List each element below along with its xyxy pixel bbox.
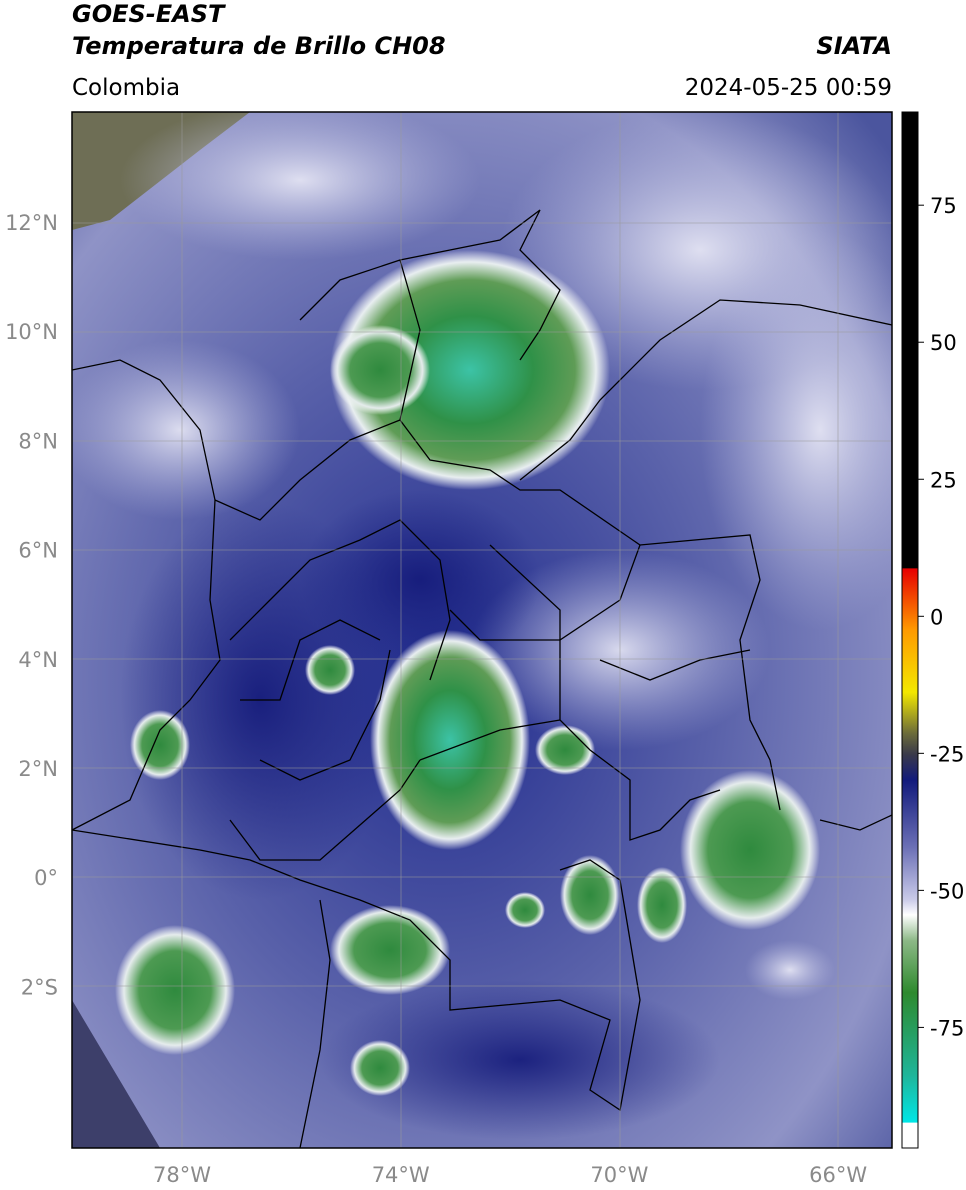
title-line2: Temperatura de Brillo CH08	[72, 32, 446, 60]
satellite-image	[72, 112, 892, 1148]
colorbar-tick-label: 0	[930, 605, 943, 629]
lat-label: 8°N	[18, 429, 58, 453]
region: Colombia	[72, 75, 180, 101]
source: SIATA	[816, 32, 892, 60]
lat-label: 6°N	[18, 539, 58, 563]
colorbar-tick-label: -25	[930, 742, 964, 766]
lat-labels: 12°N 10°N 8°N 6°N 4°N 2°N 0° 2°S	[5, 211, 58, 999]
lon-labels: 78°W 74°W 70°W 66°W	[153, 1163, 867, 1187]
lat-label: 12°N	[5, 211, 58, 235]
lon-label: 74°W	[372, 1163, 430, 1187]
colorbar	[901, 111, 919, 1149]
colorbar-tick-label: -75	[930, 1016, 964, 1040]
timestamp: 2024-05-25 00:59	[685, 75, 892, 101]
lat-label: 0°	[34, 866, 58, 890]
lon-label: 78°W	[153, 1163, 211, 1187]
lat-label: 2°N	[18, 757, 58, 781]
lat-label: 4°N	[18, 648, 58, 672]
colorbar-ticks: 75 50 25 0 -25 -50 -75	[918, 194, 964, 1040]
colorbar-tick-label: -50	[930, 879, 964, 903]
lon-label: 66°W	[809, 1163, 867, 1187]
lat-label: 10°N	[5, 320, 58, 344]
map-frame	[71, 111, 893, 1149]
lat-label: 2°S	[21, 975, 58, 999]
lon-label: 70°W	[590, 1163, 648, 1187]
title-line1: GOES-EAST	[72, 0, 226, 28]
colorbar-tick-label: 25	[930, 468, 957, 492]
colorbar-tick-label: 75	[930, 194, 957, 218]
colorbar-tick-label: 50	[930, 331, 957, 355]
